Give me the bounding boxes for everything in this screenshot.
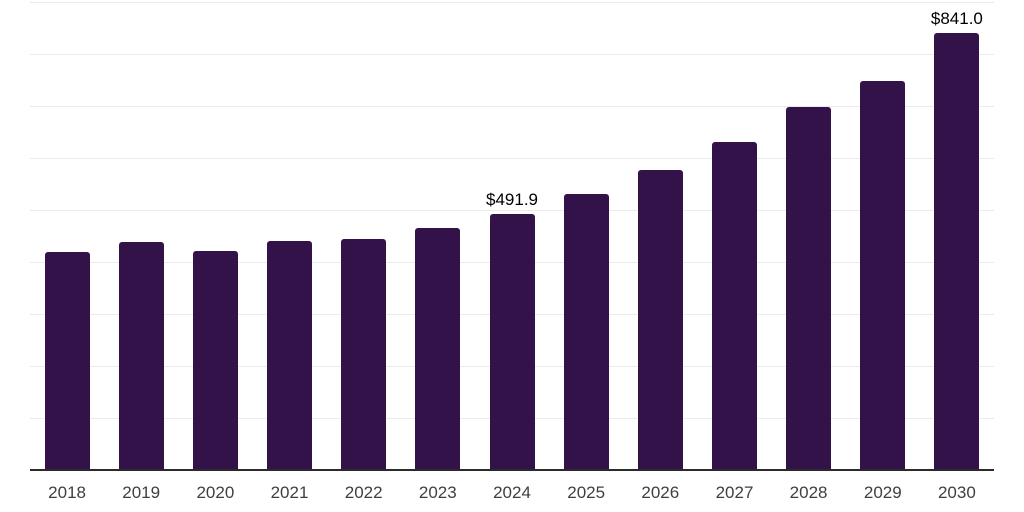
bar-value-label: $491.9 bbox=[486, 190, 538, 210]
gridline bbox=[30, 158, 994, 159]
bar-2028[interactable] bbox=[786, 107, 832, 470]
x-axis-label: 2022 bbox=[344, 483, 383, 502]
gridline bbox=[30, 210, 994, 211]
bar-2019[interactable] bbox=[118, 242, 164, 470]
gridline bbox=[30, 54, 994, 55]
bar-2024[interactable] bbox=[489, 214, 535, 470]
x-axis-label: 2026 bbox=[641, 483, 680, 502]
x-axis-label: 2020 bbox=[196, 483, 235, 502]
gridline bbox=[30, 2, 994, 3]
bar-2027[interactable] bbox=[712, 141, 757, 470]
bar-2018[interactable] bbox=[44, 252, 90, 470]
bar-2022[interactable] bbox=[341, 238, 387, 470]
x-axis-line bbox=[30, 469, 994, 471]
x-axis-label: 2030 bbox=[937, 483, 976, 502]
bar-2023[interactable] bbox=[415, 228, 461, 470]
bar-2029[interactable] bbox=[860, 80, 906, 470]
bar-2030[interactable] bbox=[934, 32, 980, 470]
x-axis-label: 2024 bbox=[493, 483, 531, 502]
bar-2025[interactable] bbox=[563, 194, 609, 470]
x-axis-label: 2021 bbox=[270, 483, 309, 502]
bar-2021[interactable] bbox=[267, 241, 312, 470]
x-axis-label: 2023 bbox=[418, 483, 457, 502]
bar-value-label: $841.0 bbox=[930, 8, 983, 28]
x-axis-label: 2019 bbox=[122, 483, 161, 502]
x-axis-label: 2018 bbox=[48, 483, 87, 502]
bar-2026[interactable] bbox=[637, 170, 683, 470]
x-axis-label: 2025 bbox=[567, 483, 606, 502]
x-axis-label: 2028 bbox=[789, 483, 828, 502]
x-axis-label: 2027 bbox=[715, 483, 754, 502]
gridline bbox=[30, 106, 994, 107]
x-axis-label: 2029 bbox=[863, 483, 902, 502]
bar-2020[interactable] bbox=[192, 250, 238, 470]
